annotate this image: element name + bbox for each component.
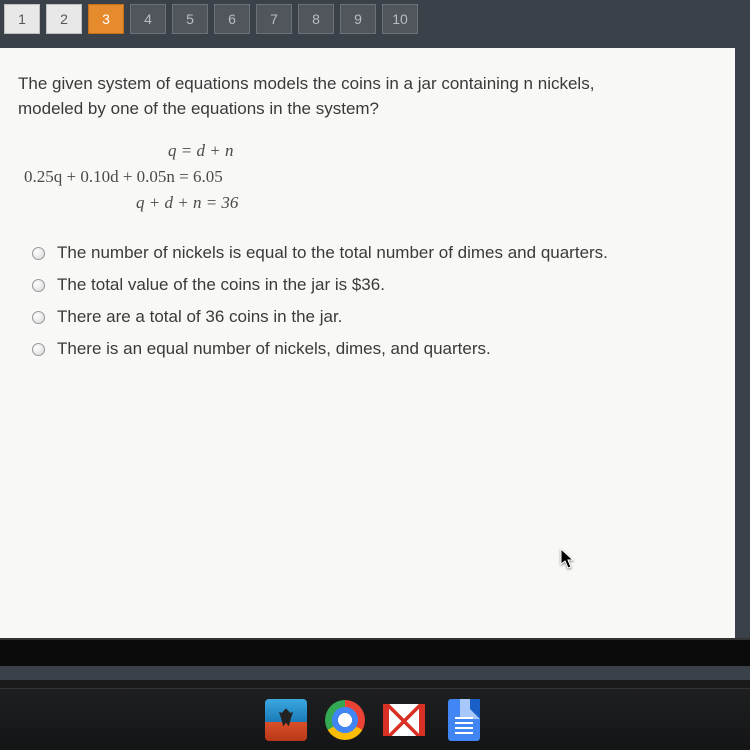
device-bezel	[0, 638, 750, 666]
mouse-cursor-icon	[560, 548, 576, 570]
radio-icon	[32, 343, 45, 356]
taskbar	[0, 688, 750, 750]
prompt-line-1: The given system of equations models the…	[18, 74, 594, 93]
nav-tab-4[interactable]: 4	[130, 4, 166, 34]
equation-block: q = d + n 0.25q + 0.10d + 0.05n = 6.05 q…	[18, 141, 717, 213]
question-panel: The given system of equations models the…	[0, 48, 735, 638]
equation-1: q = d + n	[18, 141, 717, 161]
hero-app-icon[interactable]	[265, 699, 307, 741]
equation-3: q + d + n = 36	[18, 193, 717, 213]
option-label: The number of nickels is equal to the to…	[57, 243, 608, 263]
nav-tab-5[interactable]: 5	[172, 4, 208, 34]
nav-tab-7[interactable]: 7	[256, 4, 292, 34]
equation-2: 0.25q + 0.10d + 0.05n = 6.05	[18, 167, 717, 187]
nav-tab-6[interactable]: 6	[214, 4, 250, 34]
question-prompt: The given system of equations models the…	[18, 72, 717, 121]
option-b[interactable]: The total value of the coins in the jar …	[18, 269, 717, 301]
radio-icon	[32, 311, 45, 324]
option-d[interactable]: There is an equal number of nickels, dim…	[18, 333, 717, 365]
option-c[interactable]: There are a total of 36 coins in the jar…	[18, 301, 717, 333]
nav-tab-1[interactable]: 1	[4, 4, 40, 34]
prompt-line-2: modeled by one of the equations in the s…	[18, 99, 379, 118]
radio-icon	[32, 279, 45, 292]
option-label: The total value of the coins in the jar …	[57, 275, 385, 295]
nav-tab-8[interactable]: 8	[298, 4, 334, 34]
nav-tab-3[interactable]: 3	[88, 4, 124, 34]
answer-options: The number of nickels is equal to the to…	[18, 237, 717, 365]
question-nav-bar: 1 2 3 4 5 6 7 8 9 10	[0, 0, 750, 44]
google-docs-icon[interactable]	[443, 699, 485, 741]
radio-icon	[32, 247, 45, 260]
option-label: There are a total of 36 coins in the jar…	[57, 307, 342, 327]
nav-tab-9[interactable]: 9	[340, 4, 376, 34]
nav-tab-10[interactable]: 10	[382, 4, 418, 34]
option-label: There is an equal number of nickels, dim…	[57, 339, 491, 359]
chrome-icon[interactable]	[325, 700, 365, 740]
gmail-icon[interactable]	[383, 699, 425, 741]
screen-area: 1 2 3 4 5 6 7 8 9 10 The given system of…	[0, 0, 750, 680]
option-a[interactable]: The number of nickels is equal to the to…	[18, 237, 717, 269]
nav-tab-2[interactable]: 2	[46, 4, 82, 34]
